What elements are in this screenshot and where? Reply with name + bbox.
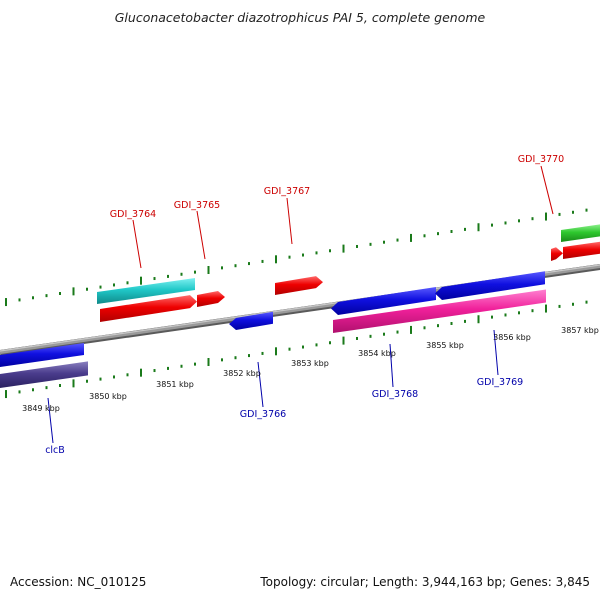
gene-label-gdi-3765[interactable]: GDI_3765 — [174, 200, 220, 211]
genome-stats-label: Topology: circular; Length: 3,944,163 bp… — [260, 575, 590, 589]
gene-bar-gdi-3768[interactable] — [331, 286, 436, 315]
gene-label-gdi-3767[interactable]: GDI_3767 — [264, 186, 310, 197]
gene-label-gdi-3768[interactable]: GDI_3768 — [372, 389, 418, 400]
gene-label-gdi-3766[interactable]: GDI_3766 — [240, 409, 286, 420]
gene-bar-gdi-3770[interactable] — [563, 241, 600, 259]
upper-dash-row — [5, 208, 588, 307]
gene-bar-blue-left[interactable] — [0, 342, 84, 367]
tick-label-3854: 3854 kbp — [358, 349, 396, 358]
gene-bar-red-small[interactable] — [551, 247, 563, 261]
tick-label-3857: 3857 kbp — [561, 326, 599, 335]
tick-label-3850: 3850 kbp — [89, 392, 127, 401]
label-leader-lines — [47, 165, 554, 444]
leader-line — [196, 210, 206, 260]
tick-label-3849: 3849 kbp — [22, 404, 60, 413]
gene-label-gdi-3769[interactable]: GDI_3769 — [477, 377, 523, 388]
gene-bar-gdi-3765[interactable] — [197, 290, 225, 307]
tick-label-3852: 3852 kbp — [223, 369, 261, 378]
accession-label: Accession: NC_010125 — [10, 575, 147, 589]
leader-line — [286, 197, 293, 245]
leader-line — [257, 361, 264, 408]
gene-bar-gdi-3767[interactable] — [275, 276, 323, 295]
gene-label-gdi-3764[interactable]: GDI_3764 — [110, 209, 156, 220]
lower-tick-row — [5, 300, 588, 399]
gene-bar-gdi-3766[interactable] — [229, 311, 273, 330]
tick-label-3853: 3853 kbp — [291, 359, 329, 368]
leader-line — [132, 219, 142, 269]
gene-bar-gdi-3764[interactable] — [100, 295, 197, 322]
leader-line — [389, 343, 394, 388]
gene-labels: GDI_3764 GDI_3765 GDI_3767 GDI_3770 clcB… — [45, 154, 564, 456]
gene-bar-magenta[interactable] — [333, 289, 546, 333]
gene-label-gdi-3770[interactable]: GDI_3770 — [518, 154, 564, 165]
map-title: Gluconacetobacter diazotrophicus PAI 5, … — [114, 10, 486, 25]
tick-label-3856: 3856 kbp — [493, 333, 531, 342]
tick-label-3855: 3855 kbp — [426, 341, 464, 350]
gene-layer — [0, 224, 600, 388]
gene-label-clcb[interactable]: clcB — [45, 445, 65, 456]
tick-label-3851: 3851 kbp — [156, 380, 194, 389]
gene-bar-clcb[interactable] — [0, 361, 88, 388]
gene-bar-gdi-3769[interactable] — [435, 271, 545, 300]
leader-line — [540, 165, 554, 215]
tick-labels: 3849 kbp 3850 kbp 3851 kbp 3852 kbp 3853… — [22, 326, 599, 413]
leader-line — [47, 397, 54, 444]
gene-bar-cyan[interactable] — [97, 277, 195, 304]
gene-bar-green[interactable] — [561, 224, 600, 242]
leader-line — [493, 329, 499, 376]
